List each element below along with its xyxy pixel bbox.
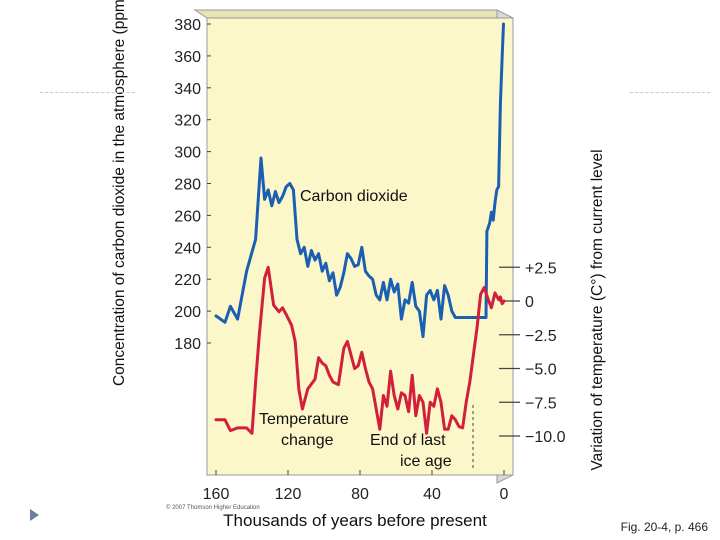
- right-tick-label: −2.5: [525, 328, 557, 345]
- box-top-face: [193, 9, 514, 19]
- x-tick-label: 80: [351, 486, 369, 503]
- left-tick-label: 200: [174, 304, 201, 321]
- left-tick-label: 300: [174, 145, 201, 162]
- left-tick-label: 240: [174, 240, 201, 257]
- right-axis-title: Variation of temperature (C°) from curre…: [589, 149, 606, 470]
- annotation-temperature: Temperature: [259, 411, 349, 428]
- left-tick-label: 340: [174, 81, 201, 98]
- dashed-divider-right: [630, 92, 710, 93]
- left-tick-label: 320: [174, 113, 201, 130]
- left-tick-label: 180: [174, 336, 201, 353]
- left-axis-title: Concentration of carbon dioxide in the a…: [111, 0, 128, 386]
- x-tick-label: 120: [275, 486, 302, 503]
- left-tick-label: 360: [174, 49, 201, 66]
- x-tick-label: 40: [423, 486, 441, 503]
- x-tick-label: 0: [500, 486, 509, 503]
- x-tick-label: 160: [203, 486, 230, 503]
- annotation-carbon-dioxide: Carbon dioxide: [300, 188, 408, 205]
- right-tick-label: +2.5: [525, 260, 557, 277]
- left-tick-label: 280: [174, 177, 201, 194]
- right-axis: +2.5 0 −2.5 −5.0 −7.5 −10.0: [499, 260, 566, 446]
- annotation-end-of-last: End of last: [370, 432, 446, 449]
- slide-bullet-icon: [30, 509, 39, 521]
- figure-caption: Fig. 20-4, p. 466: [620, 520, 708, 534]
- left-tick-label: 380: [174, 17, 201, 34]
- x-axis: 160 120 80 40 0: [203, 470, 509, 503]
- annotation-change: change: [281, 432, 334, 449]
- co2-series-line: [214, 22, 505, 339]
- annotation-ice-age: ice age: [400, 453, 452, 470]
- series-layer: [214, 22, 506, 435]
- left-axis: 380 360 340 320 300 280 260 240 220 200 180: [174, 17, 211, 353]
- left-tick-label: 260: [174, 208, 201, 225]
- right-tick-label: −10.0: [525, 429, 566, 446]
- x-axis-title: Thousands of years before present: [223, 511, 487, 530]
- right-tick-label: 0: [525, 294, 534, 311]
- plot-area: [206, 17, 514, 476]
- temperature-series-line: [214, 265, 506, 435]
- left-tick-label: 220: [174, 272, 201, 289]
- right-tick-label: −5.0: [525, 362, 557, 379]
- right-tick-label: −7.5: [525, 395, 557, 412]
- copyright-text: © 2007 Thomson Higher Education: [166, 505, 260, 511]
- dashed-divider-left: [40, 92, 135, 93]
